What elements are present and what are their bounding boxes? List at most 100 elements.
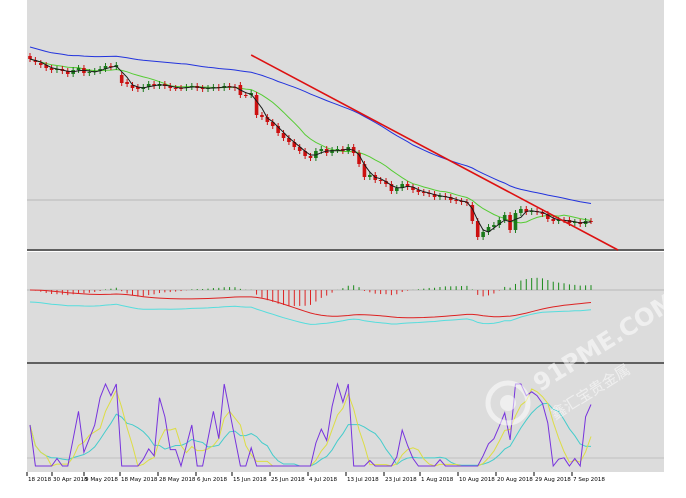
candle-body — [416, 190, 421, 192]
x-tick-label: 13 Jul 2018 — [347, 477, 379, 483]
candle-body — [265, 117, 270, 122]
stochastic-panel[interactable] — [27, 364, 664, 472]
candle-body — [529, 211, 534, 212]
ma-mid-line — [29, 58, 592, 224]
candle-body — [119, 75, 124, 83]
candle-body — [276, 126, 280, 133]
candle-body — [551, 219, 556, 221]
candle-body — [497, 220, 502, 225]
candle-body — [335, 149, 340, 150]
ma-fast-line — [29, 58, 592, 233]
x-tick-label: 10 Aug 2018 — [459, 477, 495, 483]
candle-body — [76, 68, 81, 70]
candle-body — [454, 200, 458, 201]
price-series — [28, 46, 619, 251]
x-tick-label: 9 May 2018 — [85, 477, 118, 483]
candle-body — [125, 82, 129, 84]
candle-body — [130, 85, 135, 88]
candle-body — [146, 84, 151, 87]
candle-body — [65, 71, 70, 74]
candle-body — [303, 151, 307, 156]
x-tick-label: 15 Jun 2018 — [233, 477, 267, 483]
candle-body — [308, 156, 313, 158]
candle-body — [152, 84, 156, 86]
candle-body — [87, 72, 92, 73]
candle-body — [260, 115, 264, 117]
candle-body — [270, 122, 275, 126]
x-tick-label: 23 Jul 2018 — [385, 477, 417, 483]
candle-body — [475, 221, 480, 237]
candle-body — [438, 196, 442, 197]
candle-body — [109, 66, 113, 67]
candle-body — [400, 184, 405, 188]
candle-body — [362, 164, 367, 177]
candle-body — [519, 209, 523, 213]
candle-body — [319, 149, 324, 151]
candle-body — [470, 205, 475, 221]
candle-body — [200, 88, 205, 89]
macd-series — [29, 277, 592, 325]
candle-body — [573, 222, 577, 223]
candle-body — [389, 184, 394, 191]
candle-body — [405, 184, 410, 187]
x-tick-label: 25 Jun 2018 — [271, 477, 305, 483]
x-tick-label: 6 Jun 2018 — [197, 477, 228, 483]
candle-body — [421, 192, 426, 193]
trendline — [250, 54, 619, 251]
candle-body — [28, 56, 32, 59]
candle-body — [38, 63, 43, 65]
candle-body — [103, 66, 108, 69]
candle-body — [378, 180, 383, 181]
candle-body — [481, 232, 485, 237]
candle-body — [411, 187, 415, 190]
macd-signal-line — [29, 289, 592, 319]
candle-body — [281, 133, 286, 138]
candle-body — [448, 197, 453, 200]
watermark-logo-inner-icon — [500, 395, 516, 411]
macd-panel[interactable] — [27, 252, 664, 362]
candle-body — [357, 153, 361, 164]
candle-body — [330, 150, 334, 153]
candle-body — [287, 138, 291, 142]
x-tick-label: 18 May 2018 — [121, 477, 158, 483]
x-tick-label: 18 2018 — [28, 477, 52, 483]
stoch-k-line — [29, 382, 592, 468]
x-tick-label: 28 May 2018 — [159, 477, 196, 483]
candle-body — [486, 227, 491, 232]
x-tick-label: 30 Apr 2018 — [53, 477, 88, 483]
candle-body — [384, 181, 388, 184]
candle-body — [243, 95, 248, 96]
candle-body — [368, 175, 372, 177]
main-price-panel[interactable] — [27, 0, 664, 250]
watermark-logo-icon — [485, 380, 531, 426]
candle-body — [98, 69, 102, 71]
candle-body — [513, 213, 518, 230]
x-tick-label: 4 Jul 2018 — [309, 477, 338, 483]
candle-body — [502, 215, 507, 220]
candle-body — [179, 88, 183, 89]
candle-body — [173, 88, 178, 89]
candle-body — [546, 214, 550, 219]
candle-body — [44, 65, 48, 68]
candle-body — [492, 225, 496, 227]
candle-body — [524, 209, 529, 212]
macd-main-line — [29, 301, 592, 325]
x-tick-label: 29 Aug 2018 — [535, 477, 571, 483]
candle-body — [254, 95, 259, 115]
candle-body — [540, 212, 545, 214]
stochastic-series — [29, 382, 592, 468]
candle-body — [395, 188, 399, 191]
candle-body — [297, 147, 302, 151]
candle-body — [49, 68, 54, 70]
candle-body — [292, 142, 297, 147]
candle-body — [136, 87, 140, 89]
candle-body — [589, 221, 593, 222]
candle-body — [168, 86, 173, 88]
candle-body — [432, 194, 437, 197]
candle-body — [508, 215, 512, 230]
x-tick-label: 20 Aug 2018 — [497, 477, 533, 483]
x-tick-label: 1 Aug 2018 — [421, 477, 454, 483]
